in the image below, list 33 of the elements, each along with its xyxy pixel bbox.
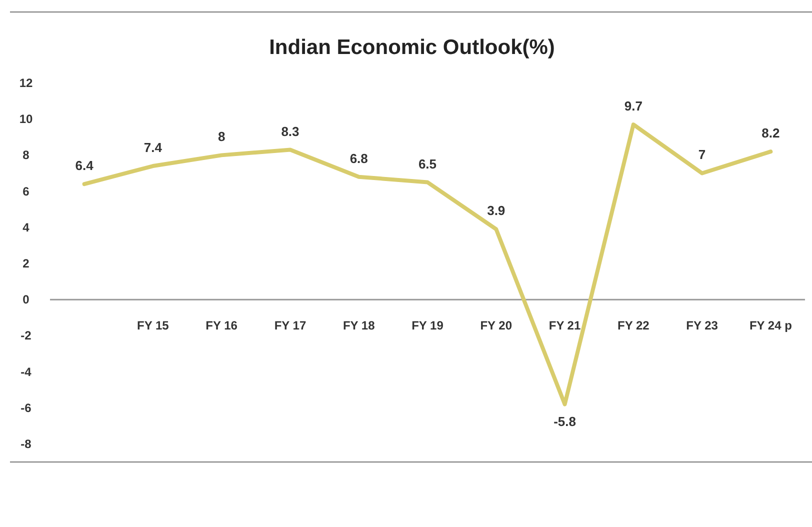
x-tick-label: FY 20	[480, 318, 512, 333]
data-label: 9.7	[624, 98, 642, 114]
y-tick-label: 12	[19, 76, 33, 90]
y-tick-label: 6	[22, 184, 30, 198]
y-tick-label: 4	[22, 220, 30, 234]
data-label: 6.8	[350, 150, 368, 166]
y-tick-label: -6	[20, 400, 32, 415]
x-tick-label: FY 15	[137, 318, 170, 333]
y-tick-label: -8	[20, 436, 32, 451]
x-tick-label: FY 23	[686, 318, 718, 333]
data-label: 8	[218, 129, 226, 144]
data-label: -5.8	[554, 414, 576, 430]
y-tick-label: 2	[22, 256, 30, 270]
data-label: 6.5	[418, 156, 437, 172]
y-tick-label: 0	[22, 292, 30, 307]
x-tick-label: FY 22	[618, 318, 650, 333]
chart-title: Indian Economic Outlook(%)	[269, 36, 555, 59]
x-tick-label: FY 18	[342, 318, 376, 333]
x-tick-label: FY 16	[206, 318, 238, 333]
y-tick-label: -4	[20, 364, 32, 379]
y-tick-label: 8	[22, 148, 30, 162]
y-tick-label: -2	[20, 328, 32, 343]
data-label: 7.4	[144, 140, 163, 156]
data-label: 7	[698, 147, 706, 162]
x-tick-label: FY 24 p	[749, 318, 792, 333]
y-tick-label: 10	[19, 112, 33, 126]
data-label: 3.9	[487, 203, 506, 218]
data-label: 6.4	[75, 158, 94, 174]
data-label: 8.2	[762, 126, 780, 141]
data-label: 8.3	[281, 124, 300, 139]
x-tick-label: FY 19	[412, 318, 444, 333]
x-tick-label: FY 21	[548, 318, 581, 333]
x-tick-label: FY 17	[274, 318, 306, 333]
